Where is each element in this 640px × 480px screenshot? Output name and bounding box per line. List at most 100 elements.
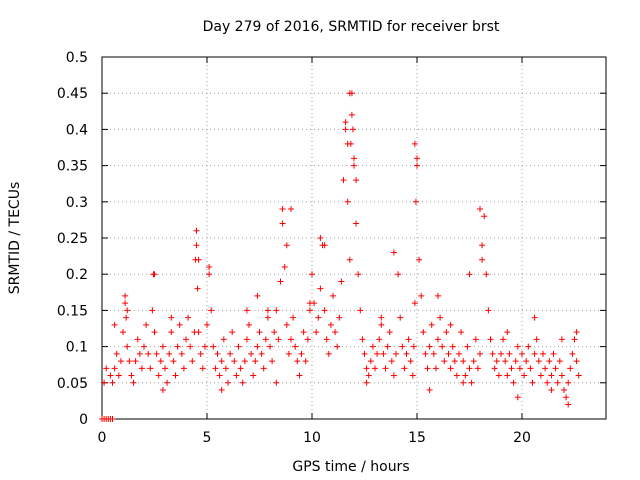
data-point [386,329,393,336]
data-point [164,379,171,386]
data-point [306,307,313,314]
data-point [390,249,397,256]
data-point [149,307,156,314]
data-point [432,365,439,372]
data-point [271,329,278,336]
data-point [194,285,201,292]
data-point [159,343,166,350]
data-point [498,350,504,357]
data-point [558,336,565,343]
data-point [151,271,158,278]
data-point [372,365,378,372]
data-point [367,358,374,365]
data-point [168,314,175,321]
data-point [248,350,255,357]
data-point [561,387,567,394]
data-point [168,329,175,336]
data-point [466,365,473,372]
data-point [533,336,540,343]
data-point [573,329,580,336]
data-point [218,358,225,365]
data-point [435,292,441,299]
data-point [185,314,192,321]
x-tick-label: 20 [513,430,531,446]
data-point [479,242,486,249]
data-point [348,111,355,118]
data-point [458,329,465,336]
data-point [115,372,122,379]
data-point [439,343,446,350]
data-point [451,358,458,365]
data-point [122,300,129,307]
data-point [525,343,532,350]
data-point [552,365,559,372]
data-point [527,365,534,372]
data-point [237,365,244,372]
data-point [262,336,269,343]
data-point [493,358,500,365]
data-point [409,372,416,379]
data-point [130,379,137,386]
data-point [453,372,460,379]
data-point [327,321,334,328]
data-point [569,350,576,357]
data-point [264,307,271,314]
data-point [540,350,546,357]
data-point [342,126,349,133]
data-point [225,379,231,386]
data-point [340,177,347,184]
y-axis-label: SRMTID / TECUs [7,182,23,295]
data-point [502,358,509,365]
data-point [346,256,353,263]
data-point [464,343,471,350]
data-point [124,343,131,350]
data-point [162,365,168,372]
data-point [298,350,305,357]
data-point [231,358,238,365]
data-point [157,358,164,365]
data-point [435,336,441,343]
data-point [483,271,490,278]
data-point [468,379,475,386]
data-point [206,271,213,278]
data-point [470,358,477,365]
data-point [302,358,309,365]
data-point [563,394,570,401]
data-point [571,336,578,343]
data-point [292,343,299,350]
data-point [111,321,118,328]
data-point [136,350,143,357]
data-point [304,336,311,343]
data-point [405,336,412,343]
data-point [537,372,544,379]
data-point [514,343,521,350]
data-point [393,350,399,357]
data-point [285,350,292,357]
data-point [384,343,391,350]
data-point [178,350,185,357]
data-point [113,350,120,357]
data-point [456,350,462,357]
x-axis-label: GPS time / hours [292,459,409,475]
data-point [357,307,364,314]
data-point [254,343,261,350]
data-point [288,336,294,343]
data-point [296,372,303,379]
data-point [123,314,130,321]
data-point [122,292,129,299]
data-point [290,314,297,321]
data-point [397,314,404,321]
data-point [126,358,133,365]
data-point [556,358,563,365]
data-point [416,256,423,263]
data-point [500,336,507,343]
data-point [472,336,479,343]
data-point [349,126,356,133]
data-point [143,321,150,328]
data-point [376,336,383,343]
data-point [353,177,360,184]
data-point [176,321,183,328]
data-point [254,292,261,299]
data-point [378,321,385,328]
